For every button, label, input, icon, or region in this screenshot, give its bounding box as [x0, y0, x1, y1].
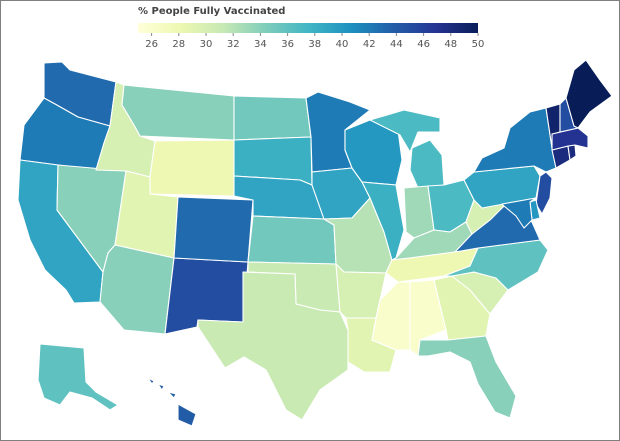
state-MT[interactable] — [121, 84, 235, 141]
legend-tick-label: 38 — [308, 39, 321, 50]
legend-tick-label: 26 — [145, 39, 158, 50]
color-legend: 26 28 30 32 34 36 38 40 42 44 46 48 50 — [138, 23, 484, 50]
legend-tick-label: 46 — [417, 39, 430, 50]
state-MS[interactable] — [371, 281, 411, 351]
state-NY[interactable] — [473, 107, 557, 173]
state-NC[interactable] — [443, 239, 549, 291]
legend-ticks: 26 28 30 32 34 36 38 40 42 44 46 48 50 — [145, 33, 484, 50]
state-CO[interactable] — [173, 196, 254, 263]
legend-color-bar — [138, 23, 478, 33]
legend-tick-label: 34 — [254, 39, 267, 50]
legend-tick-label: 30 — [200, 39, 213, 50]
legend-tick-label: 28 — [172, 39, 185, 50]
state-AK[interactable] — [37, 343, 119, 411]
state-KS[interactable] — [247, 215, 337, 265]
state-FL[interactable] — [417, 335, 517, 419]
state-VT[interactable] — [545, 103, 561, 149]
state-TX[interactable] — [197, 271, 349, 421]
state-WY[interactable] — [149, 139, 235, 197]
states-layer — [17, 59, 613, 427]
legend-tick-label: 42 — [363, 39, 376, 50]
legend-tick-label: 48 — [444, 39, 457, 50]
legend-title: % People Fully Vaccinated — [138, 6, 286, 17]
legend-tick-label: 32 — [227, 39, 240, 50]
state-ND[interactable] — [233, 95, 312, 141]
state-MD[interactable] — [501, 197, 537, 229]
legend-tick-label: 36 — [281, 39, 294, 50]
legend-tick-label: 50 — [472, 39, 485, 50]
legend-tick-label: 44 — [390, 39, 403, 50]
state-AZ[interactable] — [99, 244, 175, 335]
state-HI[interactable] — [147, 377, 197, 427]
state-ME[interactable] — [565, 59, 613, 129]
legend-tick-label: 40 — [336, 39, 349, 50]
state-MA[interactable] — [551, 127, 589, 151]
state-RI[interactable] — [567, 144, 577, 161]
